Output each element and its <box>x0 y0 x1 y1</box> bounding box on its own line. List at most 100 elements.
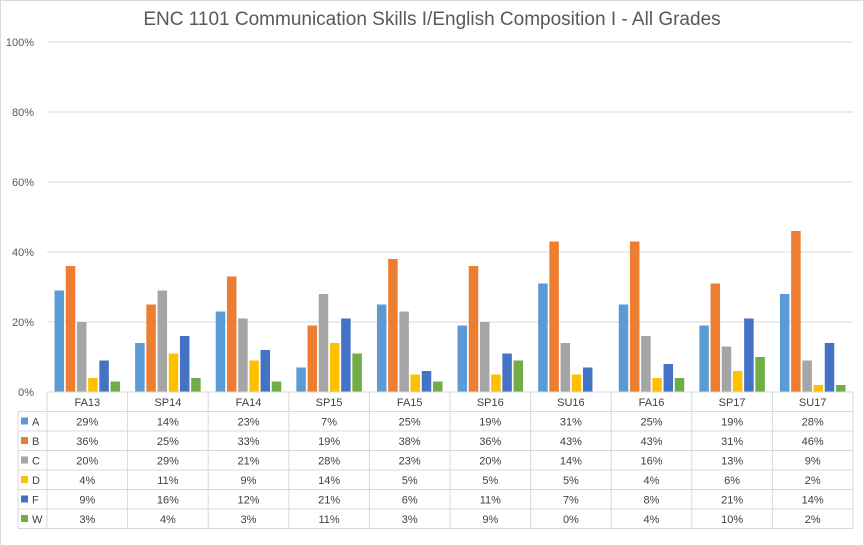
bar-C-SU17 <box>802 360 812 392</box>
y-tick-label: 40% <box>12 247 34 259</box>
legend-key-B <box>21 437 28 444</box>
bar-D-SP14 <box>168 353 179 392</box>
data-label: 33% <box>237 436 259 448</box>
data-label: 5% <box>402 475 418 487</box>
bar-A-SP16 <box>457 325 468 392</box>
data-label: 23% <box>237 417 259 429</box>
category-label: SP17 <box>719 397 746 409</box>
bar-C-FA15 <box>399 311 409 392</box>
bar-W-SP16 <box>513 360 524 392</box>
data-label: 7% <box>321 417 337 429</box>
category-label: SP14 <box>154 397 181 409</box>
legend-key-A <box>21 417 28 425</box>
data-label: 25% <box>399 417 421 429</box>
bar-B-SU16 <box>549 241 559 392</box>
bar-F-SP14 <box>179 336 190 392</box>
bar-C-SP14 <box>157 290 168 392</box>
data-label: 9% <box>805 456 821 468</box>
bar-A-FA15 <box>376 304 387 392</box>
data-label: 25% <box>157 436 179 448</box>
bar-C-SP16 <box>479 322 490 392</box>
legend-key-C <box>21 456 28 464</box>
data-label: 10% <box>721 514 743 526</box>
data-label: 9% <box>482 514 498 526</box>
bar-B-SP15 <box>307 325 318 392</box>
bar-W-SP14 <box>191 378 201 392</box>
data-label: 28% <box>318 456 340 468</box>
data-label: 38% <box>399 436 421 448</box>
bar-A-SU16 <box>538 283 548 392</box>
bar-B-FA13 <box>65 266 76 392</box>
data-label: 5% <box>563 475 579 487</box>
data-label: 36% <box>76 436 98 448</box>
data-label: 29% <box>157 456 179 468</box>
data-label: 3% <box>241 514 257 526</box>
data-label: 3% <box>402 514 418 526</box>
series-name: W <box>32 514 43 526</box>
data-label: 2% <box>805 475 821 487</box>
y-tick-label: 100% <box>6 37 34 49</box>
bar-B-SU17 <box>791 231 801 392</box>
bar-B-FA14 <box>226 276 237 392</box>
data-label: 14% <box>157 417 179 429</box>
y-tick-label: 60% <box>12 177 34 189</box>
data-label: 19% <box>479 417 501 429</box>
bar-A-SU17 <box>779 294 790 392</box>
data-label: 13% <box>721 456 743 468</box>
data-label: 31% <box>560 417 582 429</box>
bar-B-FA16 <box>629 241 640 392</box>
bar-D-SU17 <box>813 385 824 392</box>
data-label: 11% <box>480 495 501 507</box>
bar-C-FA16 <box>641 336 651 392</box>
data-label: 8% <box>644 495 660 507</box>
bar-C-SU16 <box>560 343 571 392</box>
bar-D-SU16 <box>571 374 582 392</box>
bar-W-FA14 <box>271 381 282 392</box>
bar-F-SP16 <box>502 353 512 392</box>
chart-title: ENC 1101 Communication Skills I/English … <box>143 9 721 30</box>
data-label: 14% <box>560 456 582 468</box>
category-label: FA13 <box>74 397 100 409</box>
data-label: 9% <box>241 475 257 487</box>
bar-D-FA13 <box>88 378 98 392</box>
bar-A-FA13 <box>54 290 65 392</box>
bar-D-FA15 <box>410 374 421 392</box>
bar-F-FA16 <box>663 364 674 392</box>
bar-D-SP17 <box>732 371 743 392</box>
bar-D-SP16 <box>491 374 501 392</box>
data-label: 11% <box>318 514 339 526</box>
data-label: 16% <box>640 456 662 468</box>
y-tick-label: 80% <box>12 107 34 119</box>
bar-C-SP17 <box>721 346 732 392</box>
data-label: 25% <box>640 417 662 429</box>
data-label: 19% <box>721 417 743 429</box>
data-label: 4% <box>644 475 660 487</box>
legend-key-D <box>21 476 28 483</box>
bar-B-SP14 <box>146 304 156 392</box>
series-name: A <box>32 417 40 429</box>
bar-F-FA15 <box>421 371 432 392</box>
data-label: 23% <box>399 456 421 468</box>
data-label: 6% <box>402 495 418 507</box>
data-label: 14% <box>318 475 340 487</box>
data-label: 19% <box>318 436 340 448</box>
bar-W-SP17 <box>755 357 765 392</box>
bar-A-FA14 <box>215 311 226 392</box>
data-label: 3% <box>79 514 95 526</box>
category-label: SU16 <box>557 397 585 409</box>
data-label: 0% <box>563 514 579 526</box>
legend-key-W <box>21 515 28 522</box>
data-label: 43% <box>640 436 662 448</box>
data-label: 29% <box>76 417 98 429</box>
bar-A-SP14 <box>135 343 145 392</box>
bar-F-SP15 <box>341 318 351 392</box>
data-label: 28% <box>802 417 824 429</box>
bar-F-SU16 <box>582 367 593 392</box>
bar-C-SP15 <box>318 294 329 392</box>
bar-C-FA13 <box>76 322 87 392</box>
series-name: B <box>32 436 39 448</box>
bar-W-SP15 <box>352 353 362 392</box>
category-label: SP16 <box>477 397 504 409</box>
data-label: 14% <box>802 495 824 507</box>
